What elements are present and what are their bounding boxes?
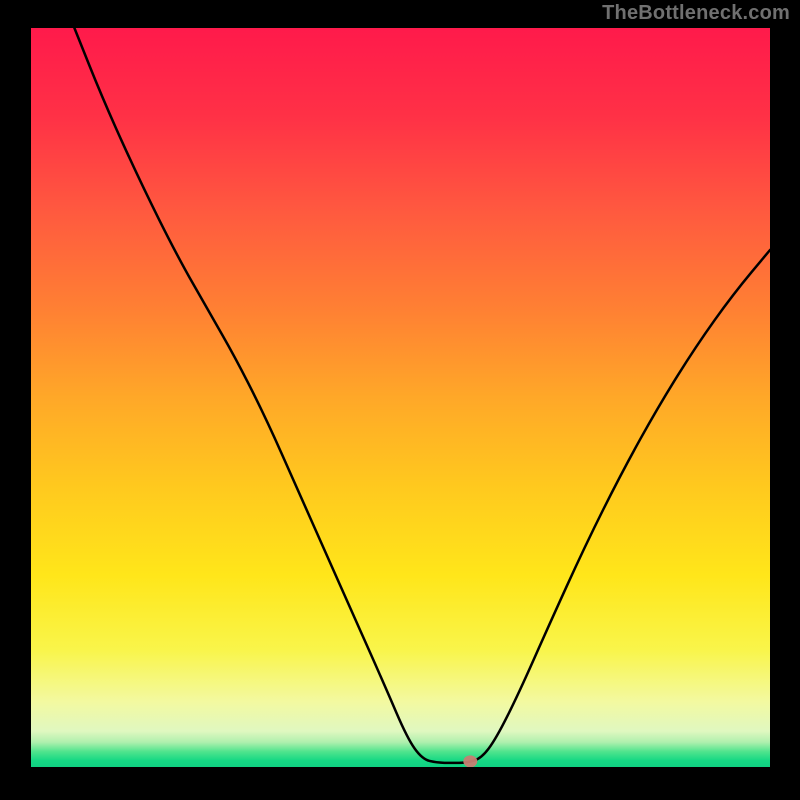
bottleneck-curve-plot xyxy=(0,0,800,800)
optimal-point-marker xyxy=(463,755,477,767)
chart-stage: TheBottleneck.com xyxy=(0,0,800,800)
gradient-background xyxy=(30,28,770,768)
watermark-text: TheBottleneck.com xyxy=(602,2,790,25)
